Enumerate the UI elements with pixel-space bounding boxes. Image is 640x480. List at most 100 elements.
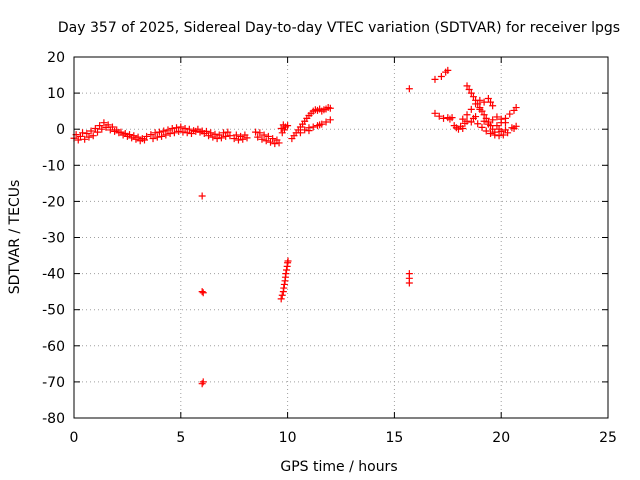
data-point (405, 279, 413, 287)
data-point (472, 100, 480, 108)
data-point (243, 134, 251, 142)
y-tick-label: -80 (42, 411, 65, 427)
data-point (309, 123, 317, 131)
y-tick-label: -70 (42, 375, 65, 391)
data-point (493, 113, 501, 121)
data-point (185, 125, 193, 133)
data-point (316, 121, 324, 129)
data-point (480, 117, 488, 125)
data-point (459, 124, 467, 132)
data-point (305, 127, 313, 135)
data-point (448, 114, 456, 122)
data-point (278, 291, 286, 299)
data-point (487, 130, 495, 138)
data-point (495, 132, 503, 140)
data-point (143, 132, 151, 140)
data-point (326, 116, 334, 124)
data-point (271, 140, 279, 148)
data-point (211, 130, 219, 138)
x-tick-label: 20 (492, 430, 510, 446)
y-tick-label: -60 (42, 339, 65, 355)
data-point (155, 128, 163, 136)
data-point (467, 89, 475, 97)
data-point (160, 127, 168, 135)
data-point (437, 72, 445, 80)
data-point (100, 119, 108, 127)
data-point (198, 288, 206, 296)
y-tick-label: -10 (42, 158, 65, 174)
data-point (76, 132, 84, 140)
data-point (269, 135, 277, 143)
data-point (296, 129, 304, 137)
data-point (87, 127, 95, 135)
data-point (491, 131, 499, 139)
x-tick-label: 15 (385, 430, 403, 446)
data-point (484, 120, 492, 128)
data-point (232, 131, 240, 139)
data-point (164, 126, 172, 134)
data-point (322, 118, 330, 126)
data-point (467, 118, 475, 126)
data-point (497, 127, 505, 135)
data-point (153, 133, 161, 141)
data-point (463, 82, 471, 90)
data-point (175, 127, 183, 135)
data-point (478, 123, 486, 131)
data-point (277, 124, 285, 132)
data-point (98, 125, 106, 133)
axis-ticks: 0 5 10 15 20 25 -80 -70 -60 -50 -40 -30 -20 -10 0 10 20 (42, 50, 617, 446)
data-point (173, 124, 181, 132)
data-point (501, 126, 509, 134)
data-point (230, 135, 238, 143)
data-point (512, 104, 520, 112)
data-point (465, 85, 473, 93)
data-point (497, 115, 505, 123)
data-point (151, 129, 159, 137)
data-point (234, 136, 242, 144)
data-point (258, 135, 266, 143)
data-point (284, 257, 292, 265)
data-point (198, 192, 206, 200)
data-point (147, 131, 155, 139)
data-point (431, 109, 439, 117)
data-point (254, 133, 262, 141)
y-tick-label: 10 (47, 86, 65, 102)
data-point (239, 135, 247, 143)
x-tick-label: 10 (279, 430, 297, 446)
data-point (140, 136, 148, 144)
data-point (405, 85, 413, 93)
y-tick-label: -40 (42, 267, 65, 283)
data-point (181, 124, 189, 132)
data-point (158, 132, 166, 140)
data-point (162, 131, 170, 139)
x-axis-label: GPS time / hours (280, 459, 397, 475)
data-point (275, 139, 283, 147)
data-point (467, 105, 475, 113)
data-point (104, 121, 112, 129)
data-point (280, 284, 288, 292)
y-tick-label: -20 (42, 194, 65, 210)
data-point (284, 122, 292, 130)
data-point (480, 98, 488, 106)
y-tick-label: -50 (42, 303, 65, 319)
chart-title: Day 357 of 2025, Sidereal Day-to-day VTE… (58, 20, 620, 36)
data-point (83, 130, 91, 138)
y-tick-label: -30 (42, 231, 65, 247)
data-point (170, 129, 178, 137)
data-point (489, 116, 497, 124)
data-point (326, 104, 334, 112)
data-point (463, 111, 471, 119)
data-points (70, 66, 520, 388)
data-point (499, 131, 507, 139)
data-point (256, 129, 264, 137)
data-point (267, 138, 275, 146)
data-point (489, 102, 497, 110)
data-point (469, 114, 477, 122)
data-point (487, 98, 495, 106)
x-tick-label: 0 (70, 430, 79, 446)
data-point (440, 114, 448, 122)
data-point (482, 127, 490, 135)
x-tick-label: 25 (599, 430, 617, 446)
